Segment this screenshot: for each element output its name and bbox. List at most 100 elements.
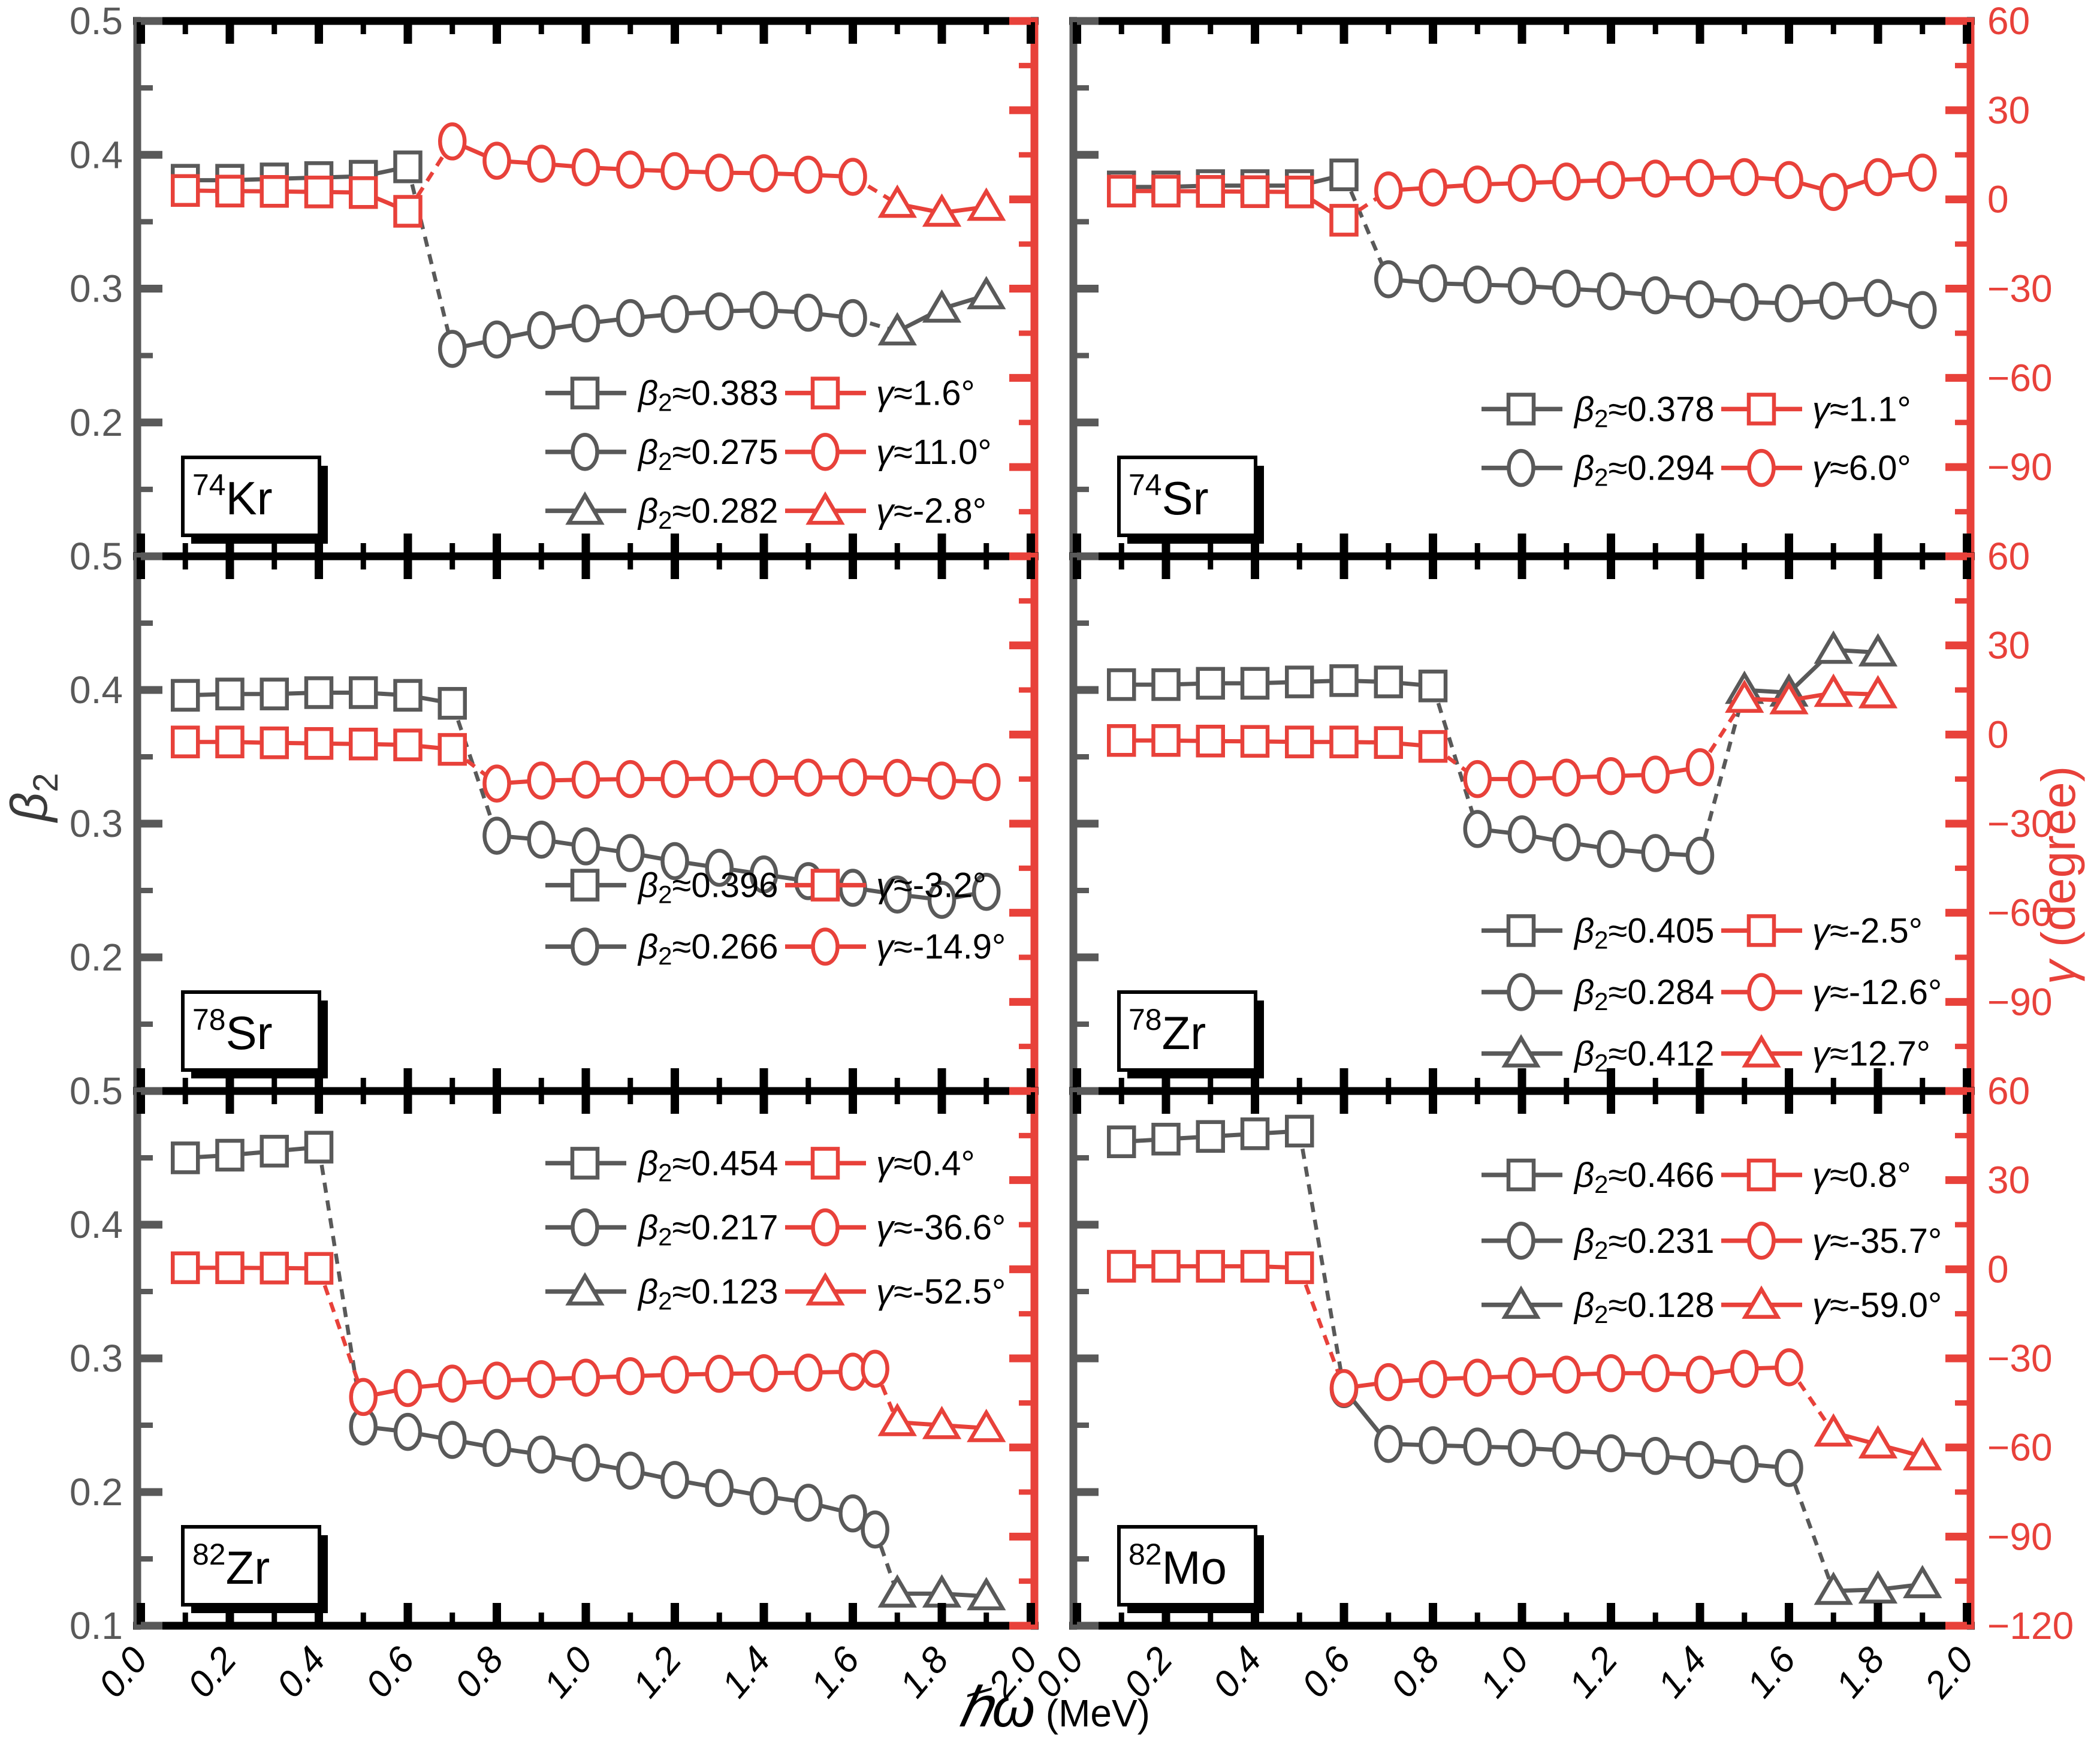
beta-triangle-markers	[877, 1574, 1006, 1611]
circle-marker	[1641, 1354, 1670, 1393]
legend-row: β2≈0.282 γ≈-2.8°	[545, 492, 986, 534]
nucleus-text: 74Kr	[192, 468, 273, 525]
square-marker	[1418, 730, 1448, 763]
legend-gamma-label: γ≈-2.8°	[876, 492, 986, 531]
circle-marker	[438, 330, 467, 368]
circle-marker	[1507, 760, 1537, 798]
circle-marker	[571, 304, 601, 343]
gamma-circle-markers	[1329, 1348, 1803, 1408]
circle-marker	[1685, 159, 1715, 197]
circle-marker	[616, 150, 645, 189]
circle-marker	[794, 155, 823, 194]
y-right-tick-label: 0	[1987, 178, 2009, 221]
circle-marker	[1374, 1424, 1403, 1463]
beta-circle-markers	[1374, 260, 1937, 329]
circle-marker	[571, 927, 599, 966]
circle-marker	[1463, 810, 1492, 848]
y-right-tick-labels: 60 30 0 −30 −60 −90	[1987, 0, 2053, 489]
circle-marker	[1463, 1427, 1492, 1466]
gamma-square-markers	[171, 1251, 334, 1285]
square-marker	[1285, 176, 1314, 209]
circle-marker	[838, 1494, 867, 1533]
gamma-square-markers	[1107, 174, 1359, 237]
circle-marker	[660, 295, 689, 333]
legend-beta-label: β2≈0.284	[1573, 972, 1714, 1015]
triangle-marker	[1858, 1425, 1898, 1458]
triangle-marker	[922, 193, 962, 227]
circle-marker	[1507, 448, 1535, 487]
circle-marker	[1685, 1440, 1715, 1479]
circle-marker	[883, 758, 912, 797]
y-right-tick-label: 30	[1987, 89, 2030, 132]
circle-marker	[616, 299, 645, 337]
beta-branch-connector	[1787, 1467, 1836, 1592]
circle-marker	[749, 291, 779, 329]
circle-marker	[1374, 260, 1403, 299]
beta-square-markers	[1107, 664, 1448, 703]
circle-marker	[393, 1369, 423, 1408]
nucleus-box	[181, 990, 321, 1072]
square-marker	[393, 679, 423, 712]
circle-marker	[1507, 973, 1535, 1011]
beta-triangle-markers	[1814, 1565, 1942, 1605]
legend-gamma-label: γ≈1.1°	[1812, 390, 1911, 429]
legend-row: β2≈0.128 γ≈-59.0°	[1482, 1285, 1942, 1328]
nucleus-label: 74Sr	[1117, 456, 1264, 544]
circle-marker	[1730, 283, 1759, 321]
legend-gamma-label: γ≈0.8°	[1812, 1156, 1911, 1195]
circle-marker	[811, 433, 840, 471]
square-marker	[437, 733, 467, 766]
square-marker	[1107, 668, 1136, 701]
square-marker	[1506, 1158, 1536, 1192]
legend-row: β2≈0.454 γ≈0.4°	[545, 1144, 975, 1186]
square-marker	[1107, 1250, 1136, 1283]
triangle-marker	[565, 1272, 605, 1306]
legend-beta-label: β2≈0.217	[637, 1208, 778, 1250]
circle-marker	[482, 1428, 511, 1467]
circle-marker	[482, 320, 511, 359]
circle-marker	[749, 758, 779, 797]
circle-marker	[1747, 973, 1776, 1011]
legend-gamma-label: γ≈11.0°	[876, 432, 992, 471]
y-left-axis-title: β2	[1, 773, 65, 823]
square-marker	[215, 725, 245, 758]
panel-legend: β2≈0.378 γ≈1.1° β2≈0.294 γ≈6.0°	[1482, 390, 1911, 491]
square-marker	[1107, 174, 1136, 208]
circle-marker	[1463, 266, 1492, 304]
y-left-tick-labels: 0.5 0.4 0.3 0.2 0.1	[70, 1069, 123, 1647]
y-left-tick-label: 0.4	[70, 1203, 123, 1246]
square-marker	[1240, 1250, 1270, 1283]
triangle-marker	[1814, 673, 1853, 707]
y-right-tick-label: −90	[1987, 980, 2053, 1023]
square-marker	[260, 1135, 289, 1168]
circle-marker	[1641, 755, 1670, 794]
square-marker	[304, 1252, 334, 1285]
circle-marker	[749, 855, 779, 894]
circle-marker	[527, 311, 556, 349]
square-marker	[1746, 914, 1776, 947]
beta-triangle-line	[1744, 647, 1878, 695]
square-marker	[215, 174, 245, 208]
triangle-marker	[1501, 1285, 1541, 1319]
circle-marker	[1730, 158, 1759, 197]
circle-marker	[1641, 1437, 1670, 1475]
tick-marks	[1073, 1087, 1971, 1630]
square-marker	[1107, 1125, 1136, 1158]
legend-beta-label: β2≈0.231	[1573, 1221, 1714, 1264]
circle-marker	[1463, 1358, 1492, 1397]
square-marker	[260, 1252, 289, 1285]
beta-triangle-markers	[877, 276, 1006, 346]
square-marker	[1418, 670, 1448, 703]
legend-row: β2≈0.378 γ≈1.1°	[1482, 390, 1911, 432]
legend-gamma-label: γ≈6.0°	[1812, 448, 1911, 487]
circle-marker	[571, 1443, 601, 1482]
y-left-tick-label: 0.2	[70, 936, 123, 979]
square-marker	[1285, 1114, 1314, 1148]
circle-marker	[1463, 760, 1492, 798]
beta-branch-connector	[450, 703, 499, 837]
legend-beta-label: β2≈0.378	[1573, 390, 1714, 432]
circle-marker	[1419, 264, 1447, 303]
circle-marker	[1597, 1354, 1625, 1393]
circle-marker	[571, 148, 601, 186]
